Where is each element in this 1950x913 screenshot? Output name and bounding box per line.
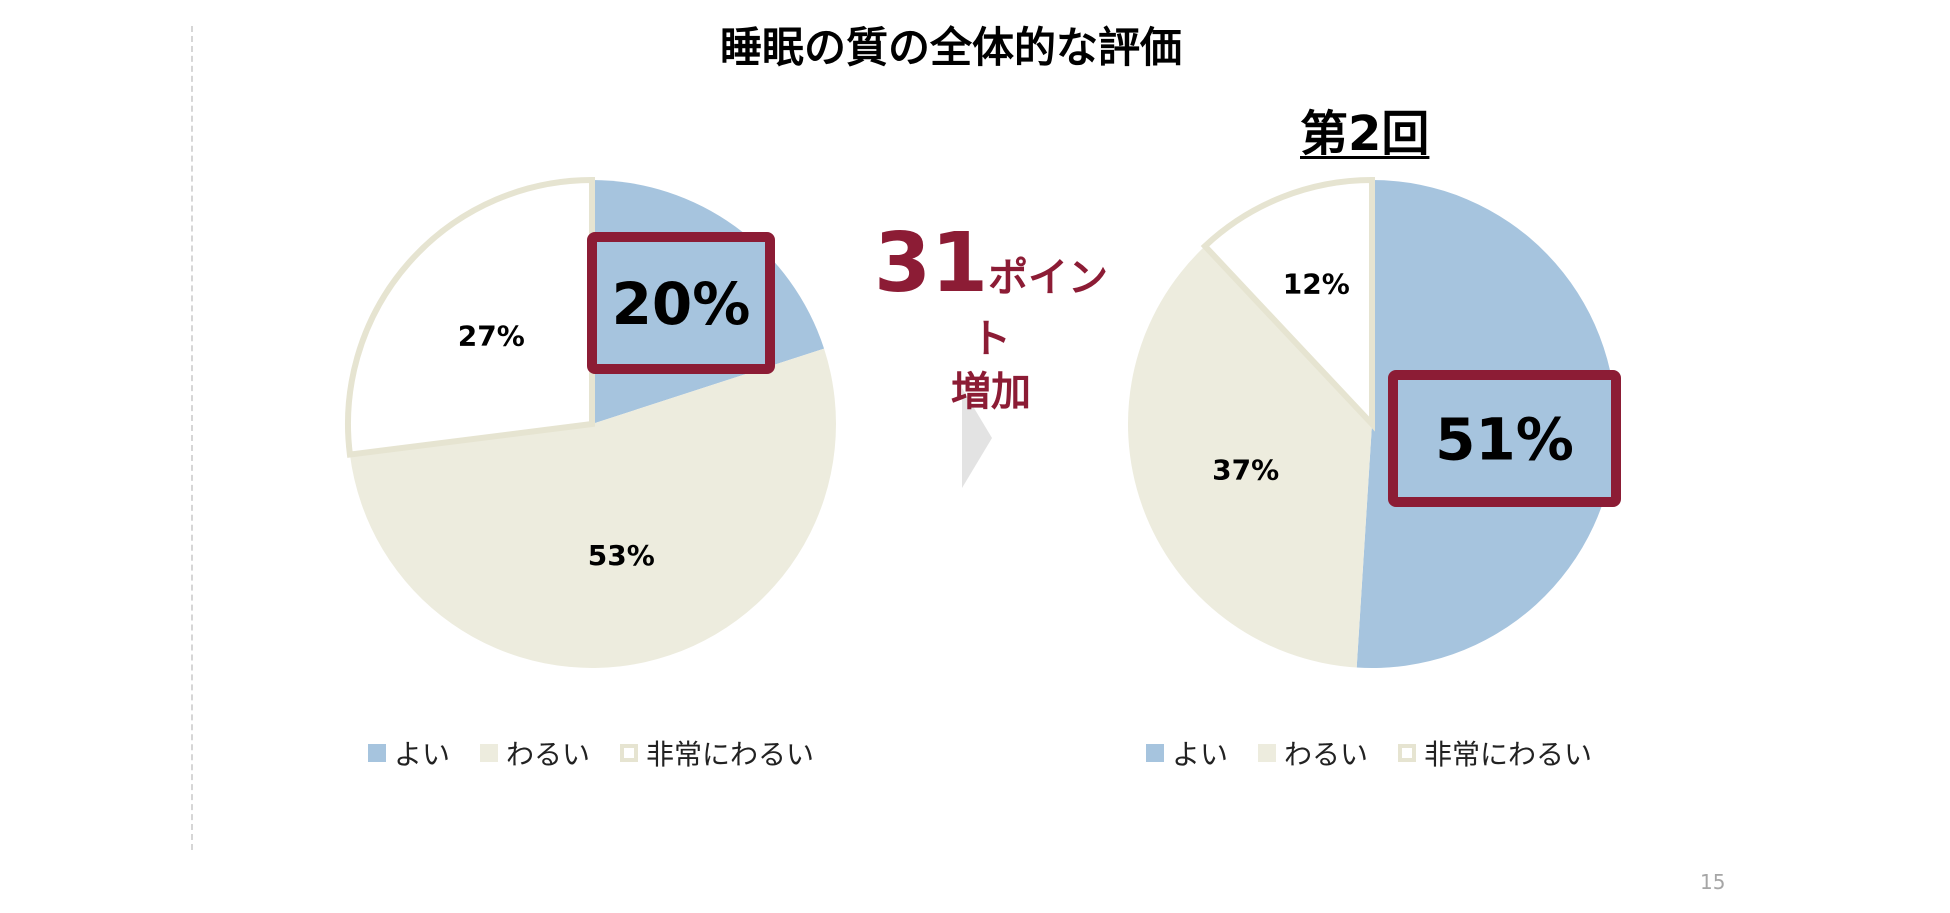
- slice-label-very-bad: 27%: [458, 319, 525, 352]
- legend-swatch-very-bad: [620, 744, 639, 762]
- slice-label-good: 51%: [1435, 405, 1574, 473]
- legend-label: 非常にわるい: [646, 738, 815, 771]
- legend-item-very-bad: 非常にわるい: [620, 733, 814, 773]
- legend-2: よい わるい 非常にわるい: [1146, 733, 1592, 773]
- legend-swatch-very-bad: [1398, 744, 1417, 762]
- legend-swatch-bad: [1258, 744, 1277, 762]
- slice-label-very-bad: 12%: [1283, 267, 1350, 300]
- legend-swatch-good: [1146, 744, 1164, 762]
- chart-2-title: 第2回: [1300, 106, 1430, 162]
- arrow-right-icon: [962, 388, 992, 488]
- pie-slice-very-bad: [1200, 176, 1375, 432]
- highlight-box: [1388, 370, 1621, 507]
- legend-swatch-good: [368, 744, 386, 762]
- slice-label-good: 20%: [612, 270, 751, 338]
- slice-label-bad: 53%: [588, 539, 655, 572]
- callout-number: 31: [873, 216, 989, 311]
- legend-label: わるい: [506, 738, 591, 771]
- page-number: 15: [1700, 870, 1726, 894]
- callout-text: 増加: [951, 369, 1031, 415]
- legend-label: 非常にわるい: [1424, 738, 1593, 771]
- legend-item-bad: わるい: [480, 733, 590, 773]
- slide-divider: [191, 26, 193, 850]
- pie-slice-bad: [1127, 246, 1372, 668]
- legend-item-very-bad: 非常にわるい: [1398, 733, 1592, 773]
- pie-chart-2: 37% 12% 51%: [1127, 176, 1621, 669]
- increase-callout: 31ポイント 増加: [866, 222, 1116, 416]
- legend-1: よい わるい 非常にわるい: [368, 733, 814, 773]
- pie-slice-bad: [349, 348, 836, 668]
- legend-swatch-bad: [480, 744, 499, 762]
- legend-item-good: よい: [368, 733, 450, 773]
- legend-label: わるい: [1284, 738, 1369, 771]
- pie-slice-very-bad: [345, 176, 595, 458]
- legend-label: よい: [394, 738, 451, 771]
- legend-item-bad: わるい: [1258, 733, 1368, 773]
- slide-title: 睡眠の質の全体的な評価: [719, 23, 1182, 72]
- pie-chart-1: 53% 27% 20%: [345, 176, 836, 668]
- highlight-box: [587, 232, 775, 374]
- legend-item-good: よい: [1146, 733, 1228, 773]
- callout-unit: ポイント: [971, 255, 1109, 362]
- slice-label-bad: 37%: [1212, 454, 1279, 487]
- legend-label: よい: [1172, 738, 1229, 771]
